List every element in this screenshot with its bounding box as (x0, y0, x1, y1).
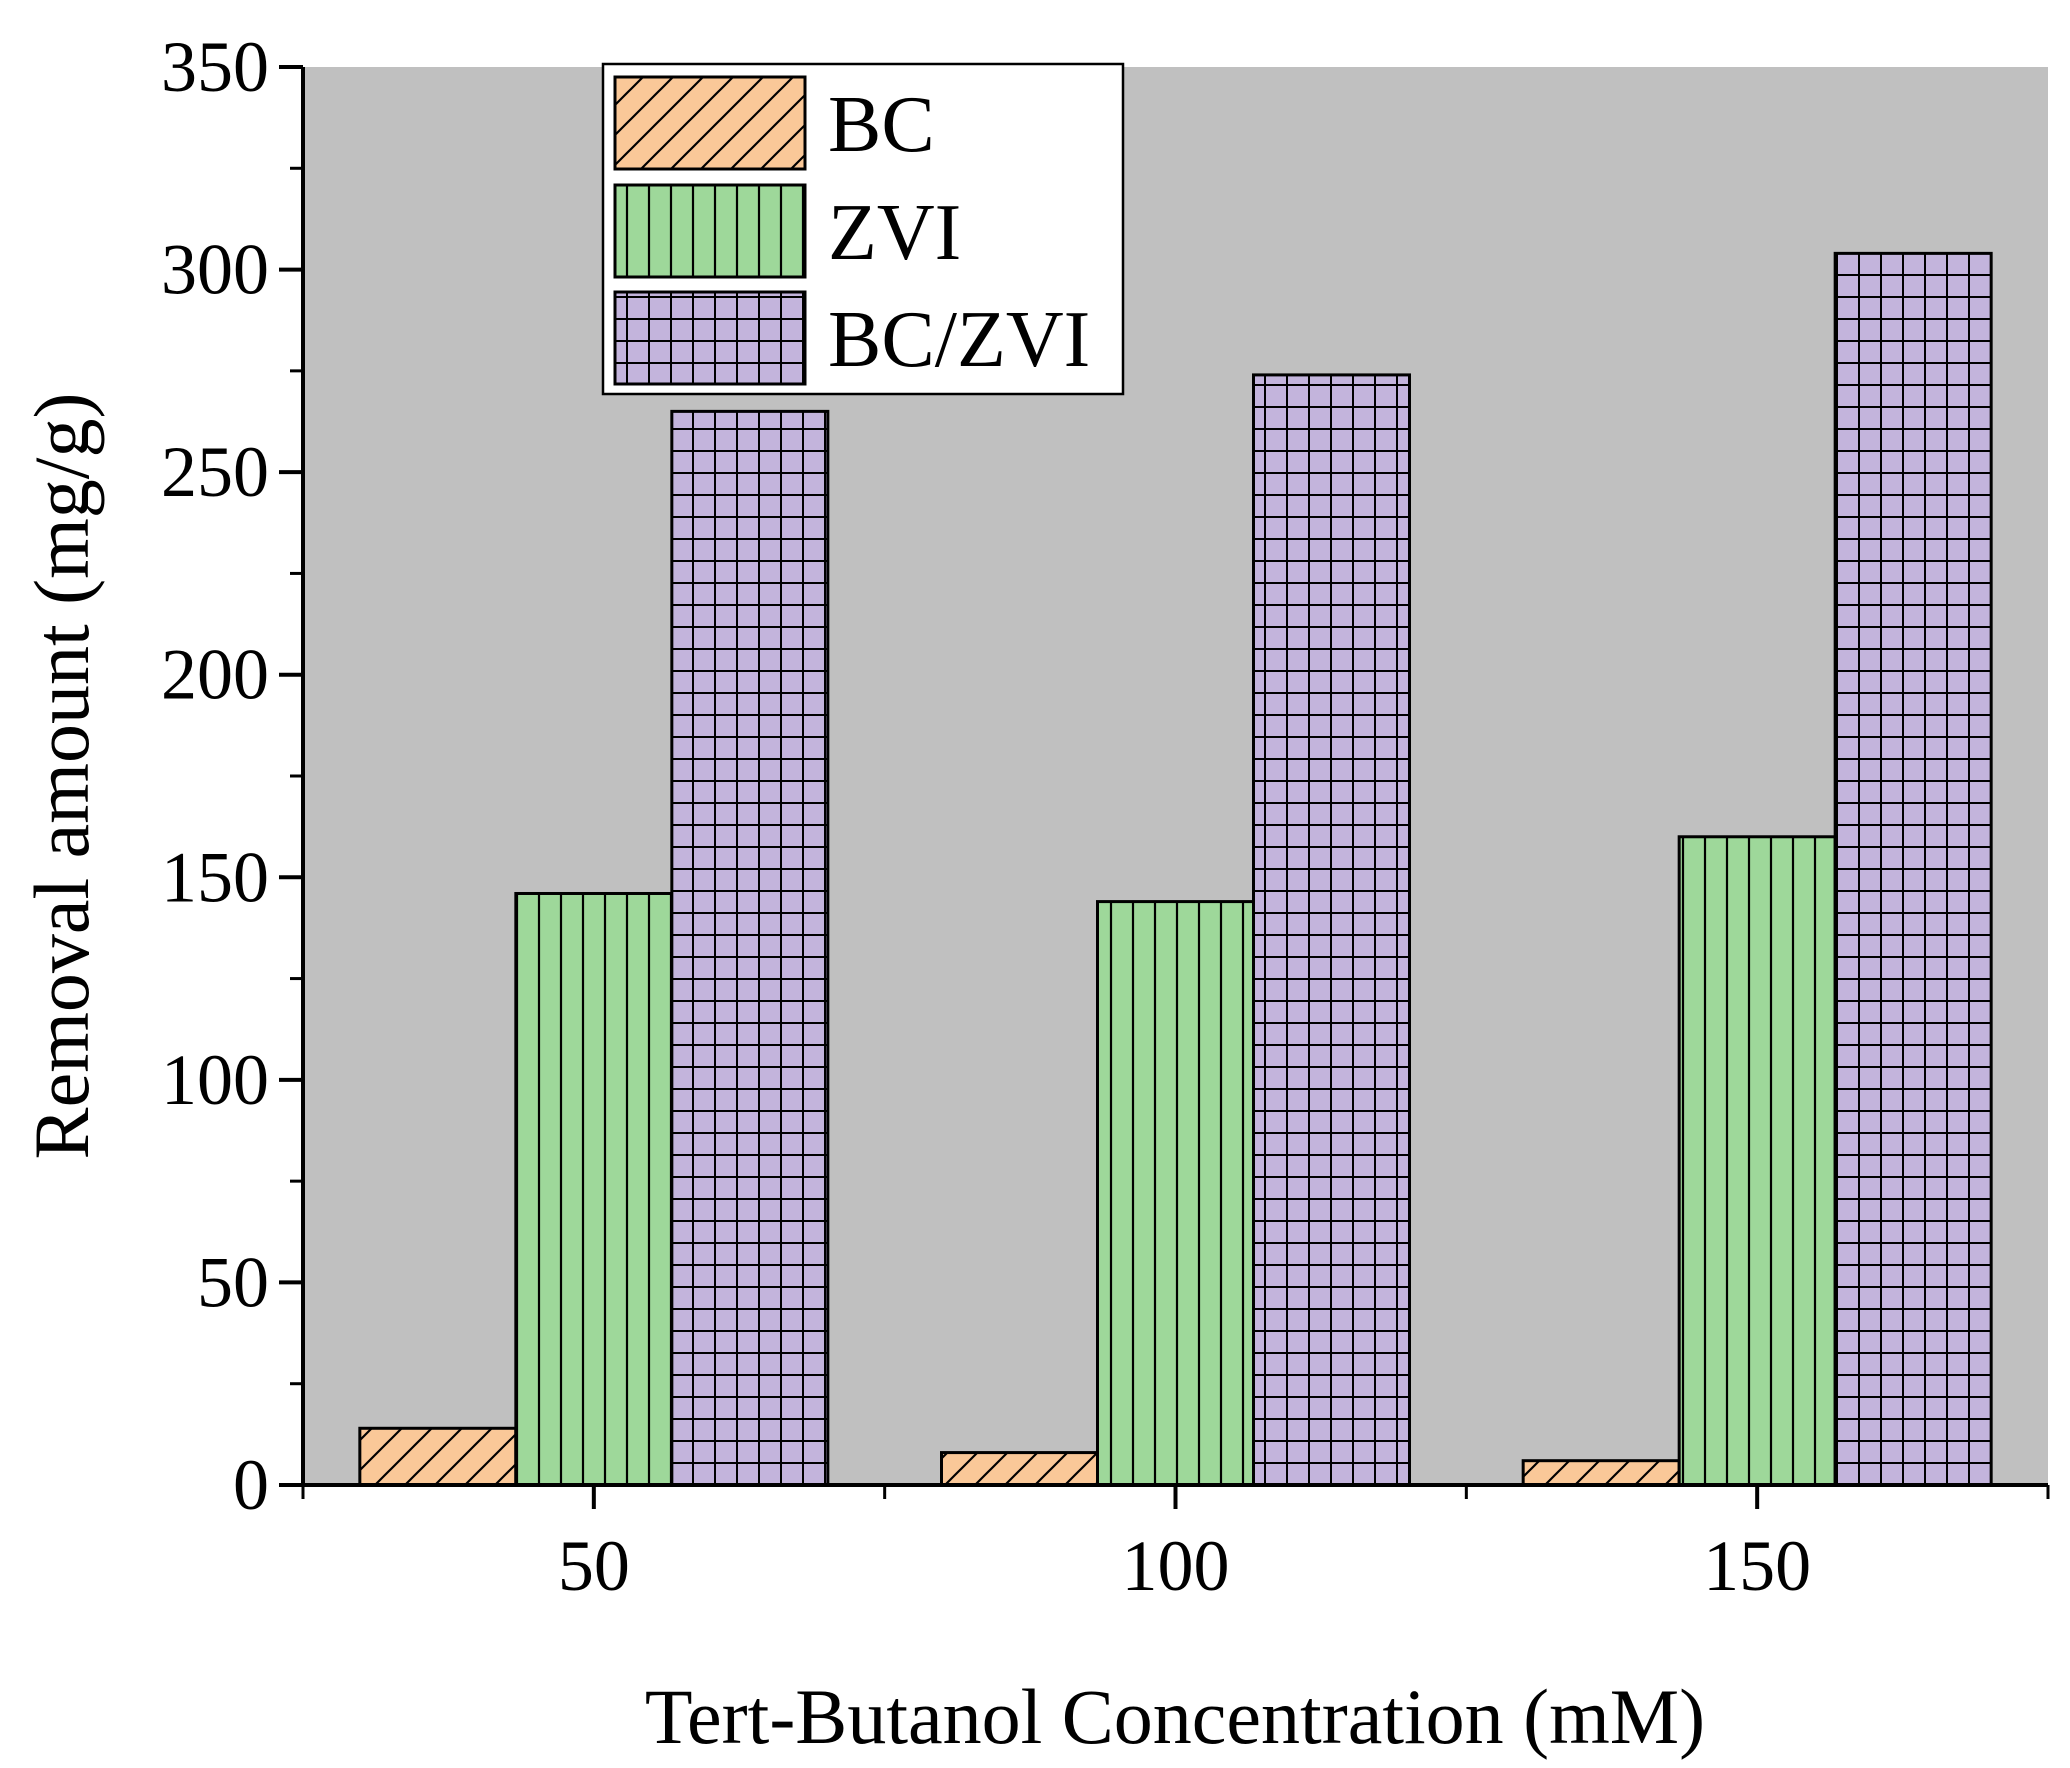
y-tick-label: 250 (161, 432, 269, 512)
bar-zvi-150 (1677, 835, 1837, 1487)
x-tick-label: 100 (1122, 1526, 1230, 1606)
bar-bc-100 (940, 1451, 1099, 1487)
y-tick-label: 100 (161, 1040, 269, 1120)
y-tick-label: 300 (161, 230, 269, 310)
legend-swatch-bc-zvi (613, 290, 807, 386)
bar-bc-zvi-50 (670, 409, 830, 1487)
x-axis: 50 100 150 (301, 1483, 2050, 1606)
bar-bc-50 (358, 1426, 518, 1487)
legend-label-bc-zvi: BC/ZVI (828, 296, 1090, 384)
y-tick-label: 50 (197, 1242, 269, 1322)
bar-zvi-50 (514, 891, 674, 1487)
y-axis: 0 50 100 150 200 250 300 350 (161, 27, 305, 1525)
bar-bc-150 (1521, 1459, 1681, 1487)
x-axis-title: Tert-Butanol Concentration (mM) (645, 1673, 1705, 1760)
x-tick-label: 150 (1703, 1526, 1811, 1606)
bars-layer (358, 251, 1993, 1487)
bar-bc-zvi-100 (1252, 373, 1411, 1487)
y-tick-label: 150 (161, 837, 269, 917)
y-tick-label: 0 (233, 1445, 269, 1525)
y-tick-label: 200 (161, 635, 269, 715)
y-axis-title: Removal amount (mg/g) (18, 393, 105, 1160)
legend-swatch-bc (613, 75, 807, 171)
bar-bc-zvi-150 (1833, 251, 1993, 1487)
legend-label-bc: BC (828, 81, 935, 169)
legend: BC ZVI BC/ZVI (601, 62, 1125, 396)
x-tick-label: 50 (558, 1526, 630, 1606)
bar-zvi-100 (1096, 900, 1255, 1487)
legend-swatch-zvi (613, 183, 807, 279)
y-tick-label: 350 (161, 27, 269, 107)
legend-label-zvi: ZVI (828, 189, 961, 277)
